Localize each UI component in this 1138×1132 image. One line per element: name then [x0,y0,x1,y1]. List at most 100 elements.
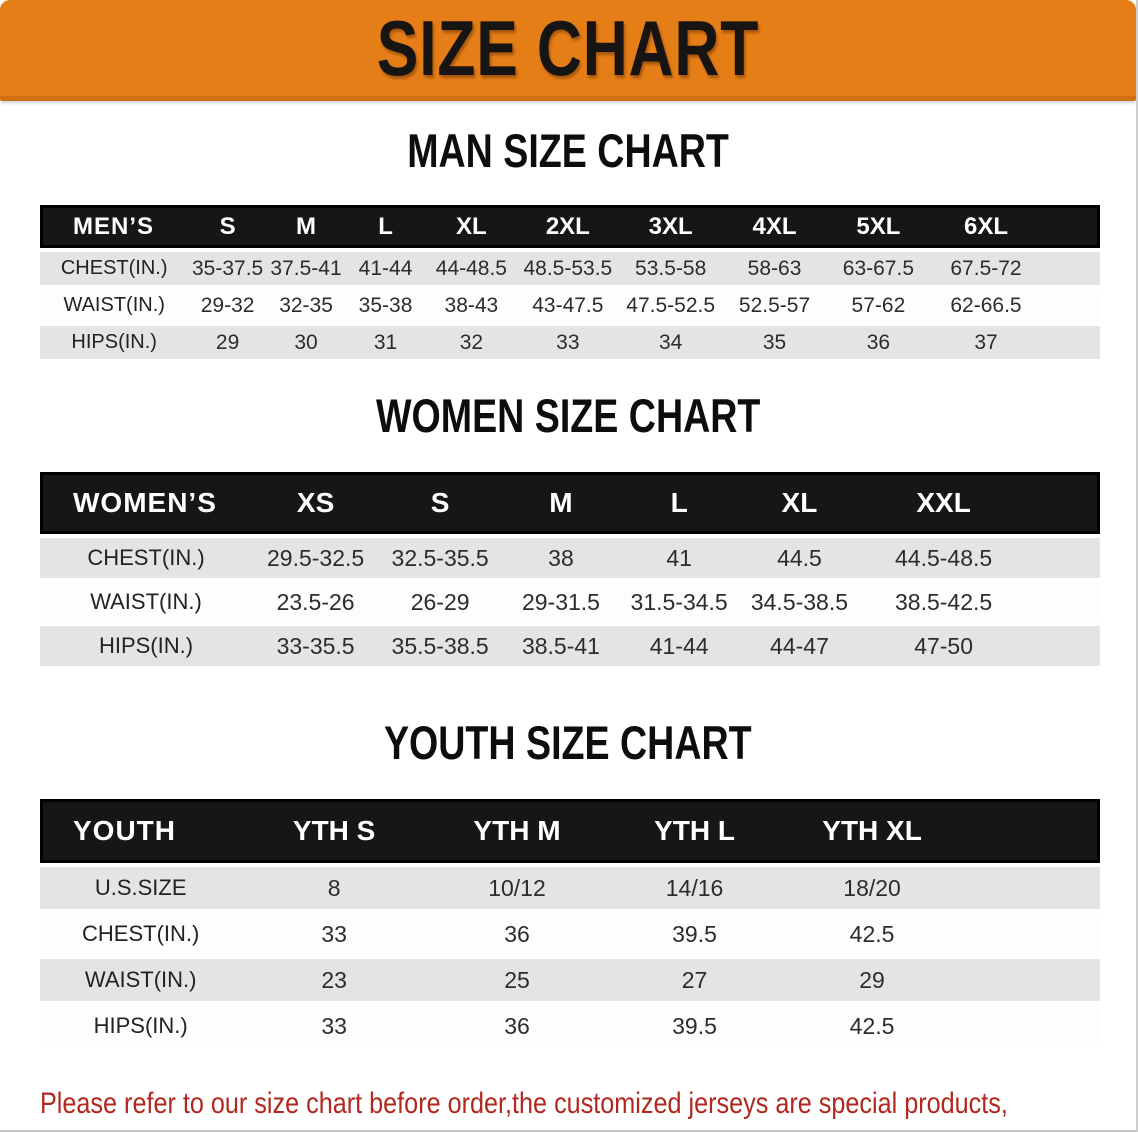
row-label: CHEST(IN.) [40,252,189,285]
cell: 44.5 [737,538,862,578]
cell: 57-62 [826,289,931,322]
cell: 47-50 [861,626,1026,666]
col-header: L [620,472,738,534]
women-chest-row: CHEST(IN.) 29.5-32.5 32.5-35.5 38 41 44.… [40,538,1100,578]
cell: 48.5-53.5 [516,252,619,285]
col-header: 3XL [618,205,723,248]
cell-spacer [1025,582,1100,622]
cell: 41 [620,538,738,578]
col-header: 2XL [516,205,619,248]
cell: 42.5 [781,1005,963,1047]
col-header: 4XL [722,205,827,248]
col-header: YTH S [241,799,427,863]
col-header: S [379,472,502,534]
header-spacer [1025,472,1100,534]
cell: 31 [345,326,426,359]
men-table-header-row: MEN’S S M L XL 2XL 3XL 4XL 5XL 6XL [40,205,1100,248]
cell: 37.5-41 [266,252,346,285]
cell-spacer [1025,538,1100,578]
cell-spacer [1041,252,1100,285]
cell: 26-29 [379,582,502,622]
men-waist-row: WAIST(IN.) 29-32 32-35 35-38 38-43 43-47… [40,289,1100,322]
cell-spacer [1041,289,1100,322]
youth-section-heading: YOUTH SIZE CHART [384,716,752,769]
men-section-heading: MAN SIZE CHART [407,124,729,177]
cell: 10/12 [426,867,608,909]
cell: 32-35 [266,289,346,322]
cell-spacer [1041,326,1100,359]
cell: 62-66.5 [930,289,1042,322]
youth-waist-row: WAIST(IN.) 23 25 27 29 [40,959,1100,1001]
cell: 33 [516,326,619,359]
youth-chest-row: CHEST(IN.) 33 36 39.5 42.5 [40,913,1100,955]
women-size-table: WOMEN’S XS S M L XL XXL CHEST(IN.) 29.5-… [40,468,1100,670]
cell: 38.5-41 [501,626,621,666]
cell: 38-43 [425,289,517,322]
cell: 53.5-58 [618,252,723,285]
header-spacer [1041,205,1100,248]
cell: 18/20 [781,867,963,909]
row-label: CHEST(IN.) [40,538,252,578]
cell-spacer [1025,626,1100,666]
cell: 29-31.5 [501,582,621,622]
cell: 36 [826,326,931,359]
cell: 37 [930,326,1042,359]
cell: 47.5-52.5 [618,289,723,322]
cell: 67.5-72 [930,252,1042,285]
row-label: U.S.SIZE [40,867,242,909]
cell: 23.5-26 [252,582,380,622]
cell: 31.5-34.5 [620,582,738,622]
cell: 29 [781,959,963,1001]
cell: 39.5 [607,913,782,955]
cell: 34.5-38.5 [737,582,862,622]
col-header: YTH XL [781,799,963,863]
col-header: XS [252,472,380,534]
col-header: YTH L [607,799,782,863]
cell: 38 [501,538,621,578]
col-header: S [188,205,267,248]
youth-ussize-row: U.S.SIZE 8 10/12 14/16 18/20 [40,867,1100,909]
col-header: XL [737,472,862,534]
cell: 27 [607,959,782,1001]
cell: 44.5-48.5 [861,538,1026,578]
disclaimer-text: Please refer to our size chart before or… [40,1079,1136,1130]
cell: 35.5-38.5 [379,626,502,666]
cell: 29-32 [188,289,267,322]
row-label: HIPS(IN.) [40,1005,242,1047]
cell: 33-35.5 [252,626,380,666]
cell: 33 [241,913,427,955]
men-corner-label: MEN’S [40,205,189,248]
cell: 44-48.5 [425,252,517,285]
cell: 36 [426,1005,608,1047]
col-header: M [266,205,346,248]
cell: 41-44 [345,252,426,285]
cell: 38.5-42.5 [861,582,1026,622]
header-spacer [962,799,1100,863]
banner: SIZE CHART [0,0,1136,101]
cell: 14/16 [607,867,782,909]
row-label: CHEST(IN.) [40,913,242,955]
cell: 30 [266,326,346,359]
col-header: XL [425,205,517,248]
women-section-heading: WOMEN SIZE CHART [375,389,761,442]
cell: 8 [241,867,427,909]
cell-spacer [962,959,1100,1001]
cell: 42.5 [781,913,963,955]
cell: 41-44 [620,626,738,666]
col-header: XXL [861,472,1026,534]
row-label: WAIST(IN.) [40,289,189,322]
cell-spacer [962,1005,1100,1047]
youth-hips-row: HIPS(IN.) 33 36 39.5 42.5 [40,1005,1100,1047]
cell: 36 [426,913,608,955]
col-header: 5XL [826,205,931,248]
men-chest-row: CHEST(IN.) 35-37.5 37.5-41 41-44 44-48.5… [40,252,1100,285]
women-table-header-row: WOMEN’S XS S M L XL XXL [40,472,1100,534]
cell: 34 [618,326,723,359]
cell: 25 [426,959,608,1001]
cell: 63-67.5 [826,252,931,285]
disclaimer-line-1: Please refer to our size chart before or… [40,1087,1008,1120]
youth-size-table: YOUTH YTH S YTH M YTH L YTH XL U.S.SIZE … [40,795,1100,1051]
men-size-table: MEN’S S M L XL 2XL 3XL 4XL 5XL 6XL CHEST… [40,201,1100,363]
women-hips-row: HIPS(IN.) 33-35.5 35.5-38.5 38.5-41 41-4… [40,626,1100,666]
